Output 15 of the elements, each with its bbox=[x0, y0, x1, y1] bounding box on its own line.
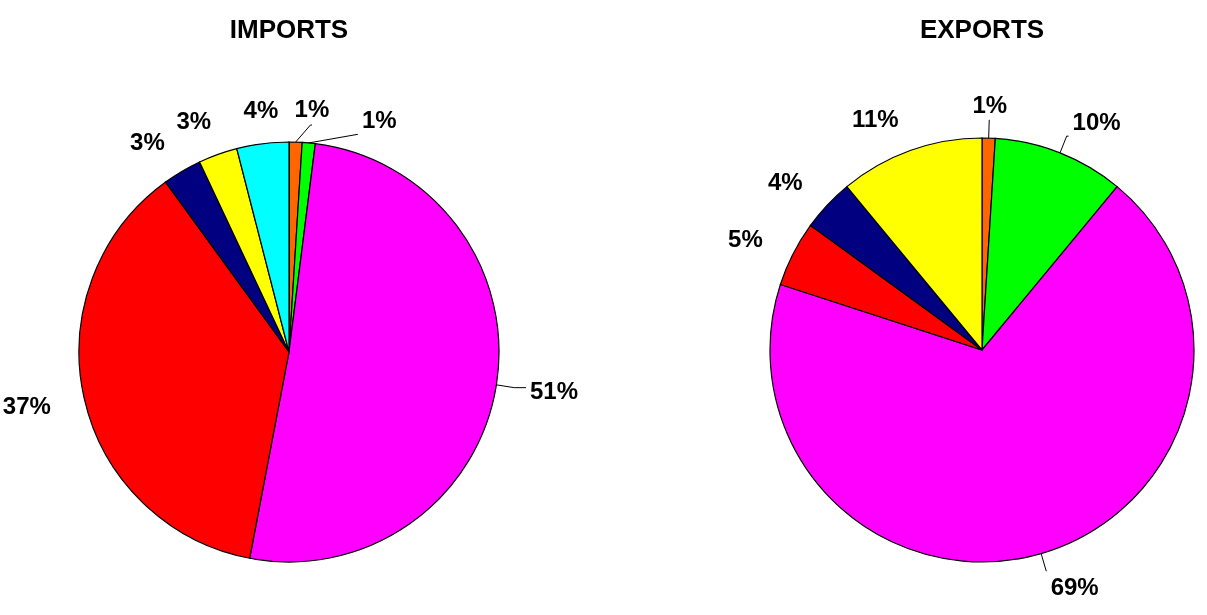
data-label: 1% bbox=[972, 90, 1008, 118]
data-label: 10% bbox=[1072, 107, 1121, 135]
data-label: 5% bbox=[728, 224, 763, 252]
data-label: 11% bbox=[851, 104, 899, 132]
data-label: 1% bbox=[294, 95, 330, 123]
data-label: 3% bbox=[130, 128, 165, 156]
data-label: 3% bbox=[176, 107, 212, 135]
chart-title: IMPORTS bbox=[229, 14, 349, 44]
data-label: 69% bbox=[1050, 572, 1099, 600]
data-label: 4% bbox=[767, 168, 803, 195]
data-label: 1% bbox=[361, 105, 397, 133]
data-label: 4% bbox=[243, 96, 279, 124]
data-label: 37% bbox=[2, 391, 51, 419]
data-label: 51% bbox=[530, 376, 579, 404]
chart-title: EXPORTS bbox=[919, 14, 1045, 44]
